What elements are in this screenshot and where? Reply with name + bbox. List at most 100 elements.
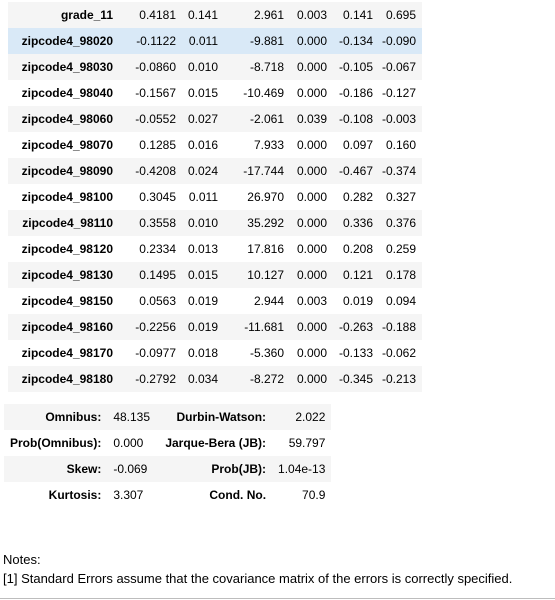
coef-cell: 0.1495: [123, 262, 182, 288]
diagnostic-label: Prob(JB):: [159, 456, 273, 482]
variable-name-cell: zipcode4_98110: [8, 210, 123, 236]
table-row: zipcode4_98030 -0.0860 0.010 -8.718 0.000 -0.…: [8, 54, 422, 80]
t-cell: -9.881: [226, 28, 290, 54]
ci-low-cell: 0.097: [342, 138, 373, 152]
diagnostic-value: 59.797: [288, 436, 326, 450]
ci-low-cell: -0.133: [338, 346, 373, 360]
diagnostics-row: Kurtosis: 3.307 Cond. No. 70.9: [4, 482, 331, 508]
variable-name-cell: grade_11: [8, 2, 123, 28]
t-cell: -11.681: [226, 314, 290, 340]
t-cell: 7.933: [253, 138, 284, 152]
variable-name-cell: zipcode4_98090: [8, 158, 123, 184]
t-cell: -10.469: [243, 86, 284, 100]
ci-high-cell: -0.003: [379, 106, 422, 132]
std-err-cell: 0.011: [182, 28, 226, 54]
variable-name-cell: zipcode4_98150: [21, 294, 113, 308]
ci-high-cell: 0.259: [385, 242, 416, 256]
coef-cell: 0.2334: [139, 242, 176, 256]
p-cell: 0.000: [290, 210, 333, 236]
t-cell: -17.744: [226, 158, 290, 184]
diagnostics-row: Prob(Omnibus): 0.000 Jarque-Bera (JB): 59.7…: [4, 430, 331, 456]
variable-name-cell: zipcode4_98060: [8, 106, 123, 132]
ci-high-cell: 0.178: [379, 262, 422, 288]
variable-name-cell: zipcode4_98170: [21, 346, 113, 360]
diagnostic-value: 70.9: [302, 488, 326, 502]
ci-low-cell: 0.019: [342, 294, 373, 308]
coef-cell: 0.0563: [139, 294, 176, 308]
std-err-cell: 0.010: [182, 210, 226, 236]
ci-high-cell: -0.062: [381, 346, 416, 360]
t-cell: -5.360: [249, 346, 284, 360]
diagnostic-value: -0.069: [107, 456, 160, 482]
ci-high-cell: 0.327: [385, 190, 416, 204]
coef-cell: 0.4181: [123, 2, 182, 28]
ci-low-cell: 0.336: [333, 210, 379, 236]
table-row: zipcode4_98160 -0.2256 0.019 -11.681 0.000 -0…: [8, 314, 422, 340]
std-err-cell: 0.018: [187, 346, 218, 360]
t-cell: 2.961: [226, 2, 290, 28]
std-err-cell: 0.034: [182, 366, 226, 392]
p-cell: 0.000: [296, 346, 327, 360]
table-row: zipcode4_98150 0.0563 0.019 2.944 0.003 0.019…: [8, 288, 422, 314]
diagnostics-row: Skew: -0.069 Prob(JB): 1.04e-13: [4, 456, 332, 482]
diagnostic-value: 1.04e-13: [272, 456, 332, 482]
coef-cell: -0.2792: [123, 366, 182, 392]
coef-cell: -0.1567: [135, 86, 176, 100]
coef-cell: -0.0552: [123, 106, 182, 132]
ci-high-cell: 0.376: [379, 210, 422, 236]
table-row: zipcode4_98040 -0.1567 0.015 -10.469 0.000 -0…: [8, 80, 422, 106]
p-cell: 0.000: [296, 138, 327, 152]
ci-low-cell: 0.141: [333, 2, 379, 28]
p-cell: 0.000: [290, 54, 333, 80]
table-row: zipcode4_98100 0.3045 0.011 26.970 0.000 0.28…: [8, 184, 422, 210]
coef-cell: -0.4208: [123, 158, 182, 184]
t-cell: -2.061: [226, 106, 290, 132]
p-cell: 0.000: [290, 262, 333, 288]
coef-cell: 0.3045: [139, 190, 176, 204]
diagnostics-table: Omnibus: 48.135 Durbin-Watson: 2.022 Prob(Om…: [4, 404, 332, 508]
std-err-cell: 0.013: [187, 242, 218, 256]
table-row: zipcode4_98110 0.3558 0.010 35.292 0.000 0.33…: [8, 210, 422, 236]
t-cell: -8.718: [226, 54, 290, 80]
diagnostic-label: Omnibus:: [4, 404, 108, 430]
diagnostic-label: Skew:: [4, 456, 108, 482]
p-cell: 0.000: [296, 190, 327, 204]
table-row: zipcode4_98130 0.1495 0.015 10.127 0.000 0.12…: [8, 262, 422, 288]
table-row: zipcode4_98180 -0.2792 0.034 -8.272 0.000 -0.…: [8, 366, 422, 392]
table-row: zipcode4_98170 -0.0977 0.018 -5.360 0.000 -0.…: [8, 340, 422, 366]
ci-low-cell: -0.263: [333, 314, 379, 340]
t-cell: 2.944: [253, 294, 284, 308]
p-cell: 0.000: [290, 314, 333, 340]
variable-name-cell: zipcode4_98100: [21, 190, 113, 204]
p-cell: 0.000: [296, 86, 327, 100]
diagnostic-label: Jarque-Bera (JB):: [165, 436, 267, 450]
notes-section: Notes: [1] Standard Errors assume that t…: [3, 550, 512, 588]
std-err-cell: 0.019: [187, 294, 218, 308]
note-item: [1] Standard Errors assume that the cova…: [3, 571, 513, 586]
diagnostics-row: Omnibus: 48.135 Durbin-Watson: 2.022: [4, 404, 332, 430]
variable-name-cell: zipcode4_98070: [21, 138, 113, 152]
ci-low-cell: 0.208: [342, 242, 373, 256]
variable-name-cell: zipcode4_98030: [8, 54, 123, 80]
diagnostic-value: 2.022: [272, 404, 332, 430]
table-row: grade_11 0.4181 0.141 2.961 0.003 0.141 0.695: [8, 2, 422, 28]
table-row: zipcode4_98120 0.2334 0.013 17.816 0.000 0.20…: [8, 236, 422, 262]
std-err-cell: 0.024: [182, 158, 226, 184]
bottom-divider: [0, 598, 555, 599]
coef-cell: -0.1122: [123, 28, 182, 54]
ci-high-cell: -0.213: [379, 366, 422, 392]
ci-low-cell: 0.121: [333, 262, 379, 288]
table-row: zipcode4_98070 0.1285 0.016 7.933 0.000 0.097…: [8, 132, 422, 158]
t-cell: 26.970: [247, 190, 284, 204]
ci-high-cell: -0.127: [381, 86, 416, 100]
coef-cell: -0.2256: [123, 314, 182, 340]
coefficient-table-body: grade_11 0.4181 0.141 2.961 0.003 0.141 0.695 z…: [8, 2, 422, 392]
diagnostic-label: Kurtosis:: [48, 488, 102, 502]
ci-low-cell: -0.108: [333, 106, 379, 132]
std-err-cell: 0.015: [187, 86, 218, 100]
table-row: zipcode4_98020 -0.1122 0.011 -9.881 0.000 -0.…: [8, 28, 422, 54]
variable-name-cell: zipcode4_98040: [21, 86, 113, 100]
p-cell: 0.000: [290, 28, 333, 54]
ci-low-cell: 0.282: [342, 190, 373, 204]
ci-high-cell: -0.374: [379, 158, 422, 184]
